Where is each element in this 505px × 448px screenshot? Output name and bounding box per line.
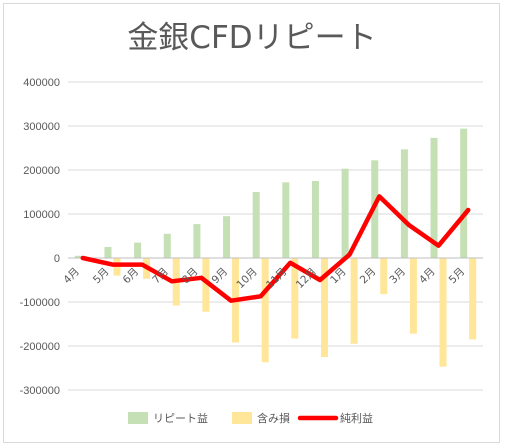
x-category-label: 4月 — [61, 266, 82, 287]
bar-repeat-profit — [341, 168, 349, 258]
legend: リピート益 含み損 純利益 — [128, 411, 373, 425]
bar-repeat-profit — [163, 233, 171, 258]
y-tick-label: -100000 — [20, 297, 60, 309]
x-category-label: 8月 — [180, 266, 201, 287]
chart-title: 金銀CFDリピート — [127, 20, 376, 56]
legend-swatch — [232, 412, 252, 424]
legend-label: リピート益 — [153, 411, 208, 425]
bar-unrealized-loss — [350, 258, 358, 344]
legend-swatch — [128, 412, 148, 424]
bar-layer — [74, 128, 477, 367]
y-tick-label: -200000 — [20, 341, 60, 353]
bar-unrealized-loss — [469, 258, 477, 340]
bar-unrealized-loss — [261, 258, 269, 363]
bar-repeat-profit — [430, 137, 438, 258]
bar-unrealized-loss — [320, 258, 328, 357]
legend-label: 含み損 — [257, 411, 290, 425]
x-category-label: 2月 — [358, 266, 379, 287]
line-net-profit — [80, 194, 471, 303]
legend-label: 純利益 — [340, 411, 373, 425]
x-category-label: 5月 — [91, 266, 112, 287]
bar-repeat-profit — [282, 182, 290, 258]
bar-repeat-profit — [104, 247, 112, 258]
y-tick-label: -300000 — [20, 385, 60, 397]
x-category-label: 6月 — [121, 266, 142, 287]
x-category-label: 3月 — [387, 266, 408, 287]
x-category-label: 9月 — [210, 266, 231, 287]
chart-frame — [3, 3, 500, 443]
bar-repeat-profit — [74, 255, 82, 258]
bar-repeat-profit — [252, 192, 260, 258]
bar-unrealized-loss — [202, 258, 210, 312]
y-tick-label: 200000 — [23, 165, 60, 177]
bar-unrealized-loss — [439, 258, 447, 367]
bar-repeat-profit — [134, 242, 142, 258]
y-axis-ticks: 400000 300000 200000 100000 0 -100000 -200000 -… — [20, 77, 60, 397]
bar-unrealized-loss — [380, 258, 388, 295]
x-category-label: 4月 — [417, 266, 438, 287]
bar-repeat-profit — [223, 216, 231, 258]
line-layer — [80, 194, 471, 303]
y-tick-label: 100000 — [23, 209, 60, 221]
bar-unrealized-loss — [291, 258, 299, 339]
bar-repeat-profit — [311, 181, 319, 258]
y-tick-label: 300000 — [23, 121, 60, 133]
bar-repeat-profit — [193, 224, 201, 258]
bar-unrealized-loss — [409, 258, 417, 334]
y-tick-label: 400000 — [23, 77, 60, 89]
y-tick-label: 0 — [54, 253, 60, 265]
x-category-label: 5月 — [447, 266, 468, 287]
bar-repeat-profit — [460, 128, 468, 258]
bar-repeat-profit — [400, 149, 408, 258]
